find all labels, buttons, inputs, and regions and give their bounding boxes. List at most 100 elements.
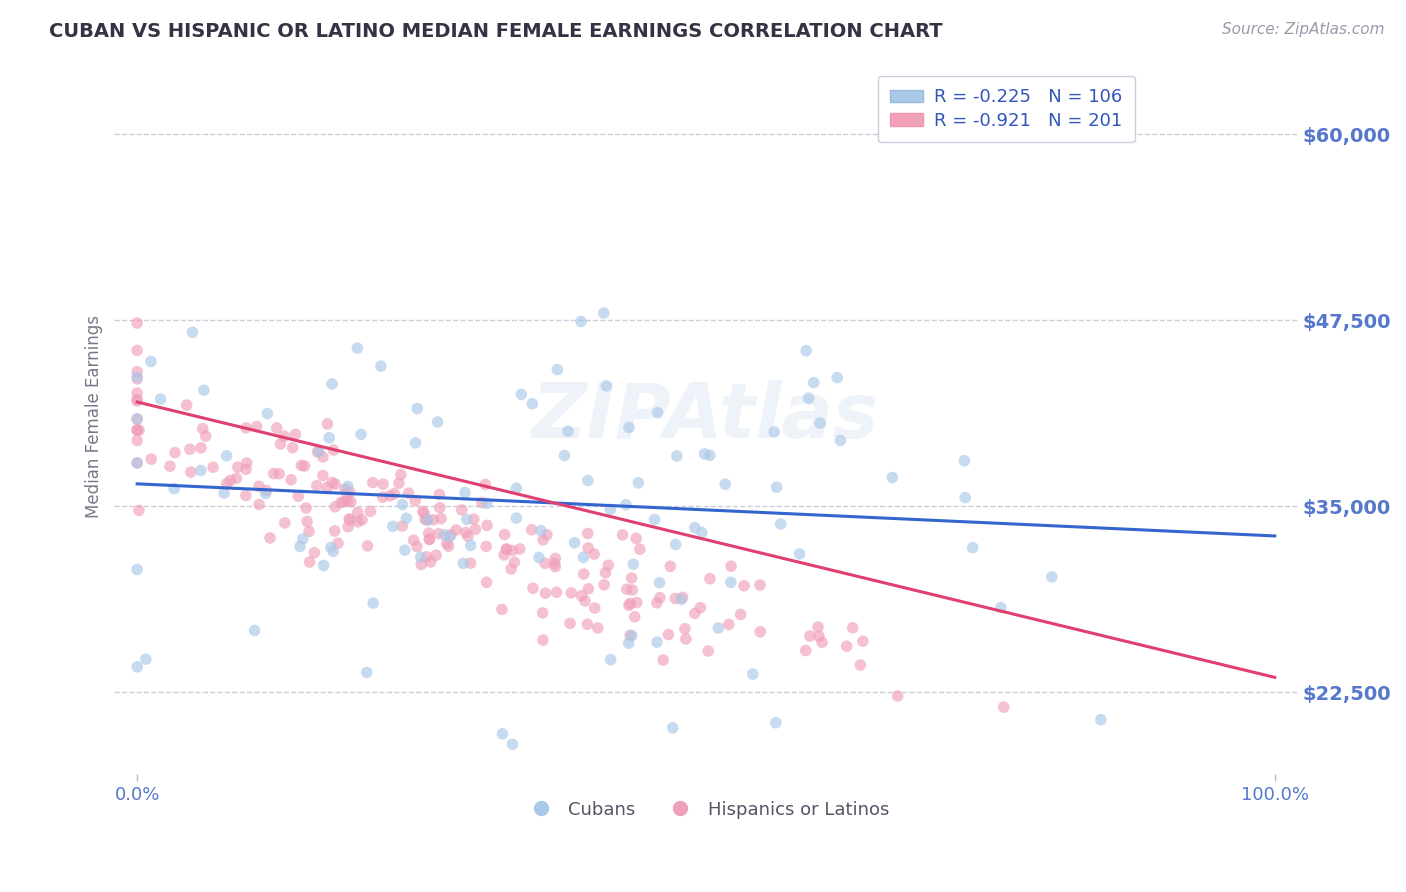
Point (789, 547, 811, 561)
Point (576, 474, 599, 488)
Point (624, 532, 647, 546)
Point (127, 372, 149, 386)
Point (371, 490, 394, 504)
Point (418, 533, 440, 547)
Point (378, 489, 401, 503)
Point (502, 737, 524, 751)
Point (475, 496, 498, 510)
Point (336, 486, 359, 500)
Point (583, 547, 606, 561)
Point (425, 548, 447, 562)
Point (628, 542, 651, 557)
Point (617, 420, 640, 434)
Point (623, 609, 645, 624)
Point (699, 448, 721, 462)
Point (439, 530, 461, 544)
Point (254, 486, 277, 500)
Point (530, 524, 553, 538)
Point (308, 445, 330, 459)
Point (312, 450, 335, 464)
Point (576, 541, 599, 555)
Point (281, 441, 304, 455)
Point (226, 460, 249, 475)
Point (576, 617, 599, 632)
Point (247, 498, 270, 512)
Point (256, 483, 278, 498)
Point (621, 558, 644, 572)
Point (416, 513, 439, 527)
Point (404, 493, 426, 508)
Point (246, 419, 269, 434)
Point (406, 540, 429, 554)
Point (645, 635, 668, 649)
Point (347, 515, 370, 529)
Text: ZIPAtlas: ZIPAtlas (533, 380, 880, 454)
Point (572, 567, 595, 582)
Point (430, 511, 453, 525)
Point (1040, 570, 1063, 584)
Point (298, 555, 321, 569)
Point (531, 633, 554, 648)
Point (295, 515, 318, 529)
Point (295, 501, 318, 516)
Point (595, 566, 617, 580)
Point (797, 391, 820, 405)
Point (619, 628, 641, 642)
Point (648, 591, 671, 605)
Point (426, 415, 449, 429)
Point (799, 629, 821, 643)
Point (592, 306, 614, 320)
Point (323, 477, 346, 491)
Point (290, 458, 312, 473)
Point (457, 529, 479, 543)
Point (830, 434, 852, 448)
Point (418, 526, 440, 541)
Point (460, 556, 482, 570)
Point (769, 516, 792, 531)
Point (808, 416, 831, 430)
Point (683, 607, 706, 621)
Point (586, 621, 609, 635)
Point (356, 539, 378, 553)
Point (322, 443, 344, 458)
Point (127, 562, 149, 576)
Point (664, 591, 686, 606)
Point (128, 423, 150, 437)
Point (501, 543, 523, 558)
Point (274, 516, 297, 530)
Point (574, 594, 596, 608)
Point (394, 543, 416, 558)
Point (659, 559, 682, 574)
Point (665, 449, 688, 463)
Point (474, 477, 496, 491)
Point (621, 582, 644, 597)
Point (536, 528, 558, 542)
Point (307, 445, 329, 459)
Point (422, 513, 444, 527)
Point (193, 383, 215, 397)
Point (599, 653, 621, 667)
Point (811, 635, 834, 649)
Point (436, 536, 458, 550)
Point (717, 617, 740, 632)
Point (159, 459, 181, 474)
Point (617, 598, 640, 612)
Point (675, 632, 697, 646)
Point (333, 482, 356, 496)
Point (346, 506, 368, 520)
Point (336, 479, 359, 493)
Point (626, 595, 648, 609)
Point (661, 721, 683, 735)
Point (212, 486, 235, 500)
Point (181, 326, 204, 340)
Point (808, 629, 831, 643)
Point (312, 558, 335, 573)
Point (763, 425, 786, 439)
Point (733, 579, 755, 593)
Point (454, 485, 477, 500)
Point (127, 411, 149, 425)
Point (419, 555, 441, 569)
Point (127, 434, 149, 448)
Point (509, 541, 531, 556)
Point (359, 504, 381, 518)
